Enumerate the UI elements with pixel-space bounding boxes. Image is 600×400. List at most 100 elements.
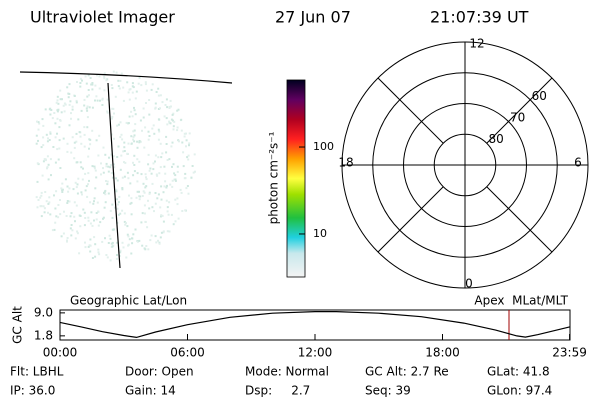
speckle	[86, 105, 89, 108]
speckle	[166, 159, 169, 161]
speckle	[109, 237, 112, 240]
speckle	[85, 185, 88, 188]
mlt-label: 0	[465, 277, 473, 291]
speckle	[45, 133, 48, 136]
speckle	[82, 167, 84, 170]
speckle	[75, 204, 78, 207]
speckle	[66, 202, 69, 204]
speckle	[93, 167, 96, 170]
speckle	[102, 216, 105, 219]
speckle	[83, 133, 86, 136]
speckle	[36, 120, 38, 123]
speckle	[79, 85, 82, 88]
speckle	[83, 211, 86, 214]
speckle	[158, 130, 161, 133]
speckle	[157, 118, 160, 121]
speckle	[113, 137, 115, 140]
speckle	[112, 70, 115, 73]
speckle	[119, 249, 122, 252]
speckle	[95, 218, 98, 221]
speckle	[37, 121, 40, 124]
speckle	[69, 227, 72, 230]
x-tick-label: 06:00	[170, 346, 205, 360]
speckle	[139, 195, 142, 198]
speckle	[112, 228, 115, 231]
speckle	[50, 174, 52, 177]
speckle	[35, 142, 38, 145]
speckle	[126, 81, 129, 84]
speckle	[66, 86, 69, 89]
speckle	[157, 128, 160, 131]
speckle	[43, 207, 46, 210]
speckle	[78, 131, 81, 134]
speckle	[166, 106, 169, 109]
speckle	[169, 122, 172, 125]
speckle	[127, 142, 130, 145]
speckle	[145, 185, 148, 188]
speckle	[55, 101, 58, 104]
speckle	[154, 192, 157, 194]
speckle	[160, 185, 163, 188]
speckle	[169, 99, 172, 102]
speckle	[56, 109, 59, 112]
speckle	[48, 139, 51, 141]
speckle	[123, 212, 126, 215]
speckle	[45, 200, 48, 203]
speckle	[123, 141, 126, 144]
speckle	[158, 172, 161, 175]
speckle	[87, 245, 90, 248]
speckle	[159, 206, 162, 209]
speckle	[176, 170, 179, 173]
speckle	[171, 165, 173, 168]
speckle	[98, 253, 101, 256]
speckle	[132, 161, 134, 164]
speckle	[174, 179, 177, 182]
speckle	[84, 189, 87, 192]
speckle	[84, 246, 87, 249]
footer-field: Gain: 14	[125, 384, 176, 398]
mlt-label: 6	[574, 156, 582, 170]
speckle	[137, 82, 140, 85]
speckle	[53, 228, 56, 231]
speckle	[179, 188, 182, 191]
speckle	[145, 89, 148, 92]
speckle	[91, 129, 94, 132]
speckle	[95, 139, 98, 142]
speckle	[141, 244, 144, 247]
date: 27 Jun 07	[275, 8, 351, 27]
speckle	[124, 223, 127, 226]
speckle	[130, 213, 133, 216]
speckle	[130, 135, 133, 138]
speckle	[59, 98, 62, 101]
speckle	[188, 142, 191, 145]
speckle	[119, 79, 122, 82]
speckle	[79, 225, 82, 228]
speckle	[160, 198, 163, 201]
speckle	[148, 191, 151, 194]
speckle	[64, 103, 67, 106]
speckle	[73, 157, 76, 160]
speckle	[160, 156, 163, 159]
speckle	[46, 167, 48, 170]
speckle	[181, 210, 184, 212]
speckle	[168, 120, 171, 123]
speckle	[40, 205, 43, 208]
speckle	[58, 139, 61, 142]
speckle	[120, 72, 123, 75]
speckle	[111, 203, 114, 206]
speckle	[148, 99, 151, 101]
speckle	[134, 123, 137, 126]
speckle	[169, 183, 172, 186]
speckle	[157, 193, 160, 196]
speckle	[106, 180, 109, 183]
speckle	[62, 232, 65, 235]
speckle	[144, 83, 147, 86]
speckle	[160, 215, 162, 218]
speckle	[70, 151, 73, 154]
speckle	[138, 239, 141, 242]
speckle	[107, 192, 110, 195]
speckle	[182, 165, 185, 168]
speckle	[122, 150, 125, 153]
speckle	[56, 117, 59, 120]
speckle	[109, 166, 112, 169]
